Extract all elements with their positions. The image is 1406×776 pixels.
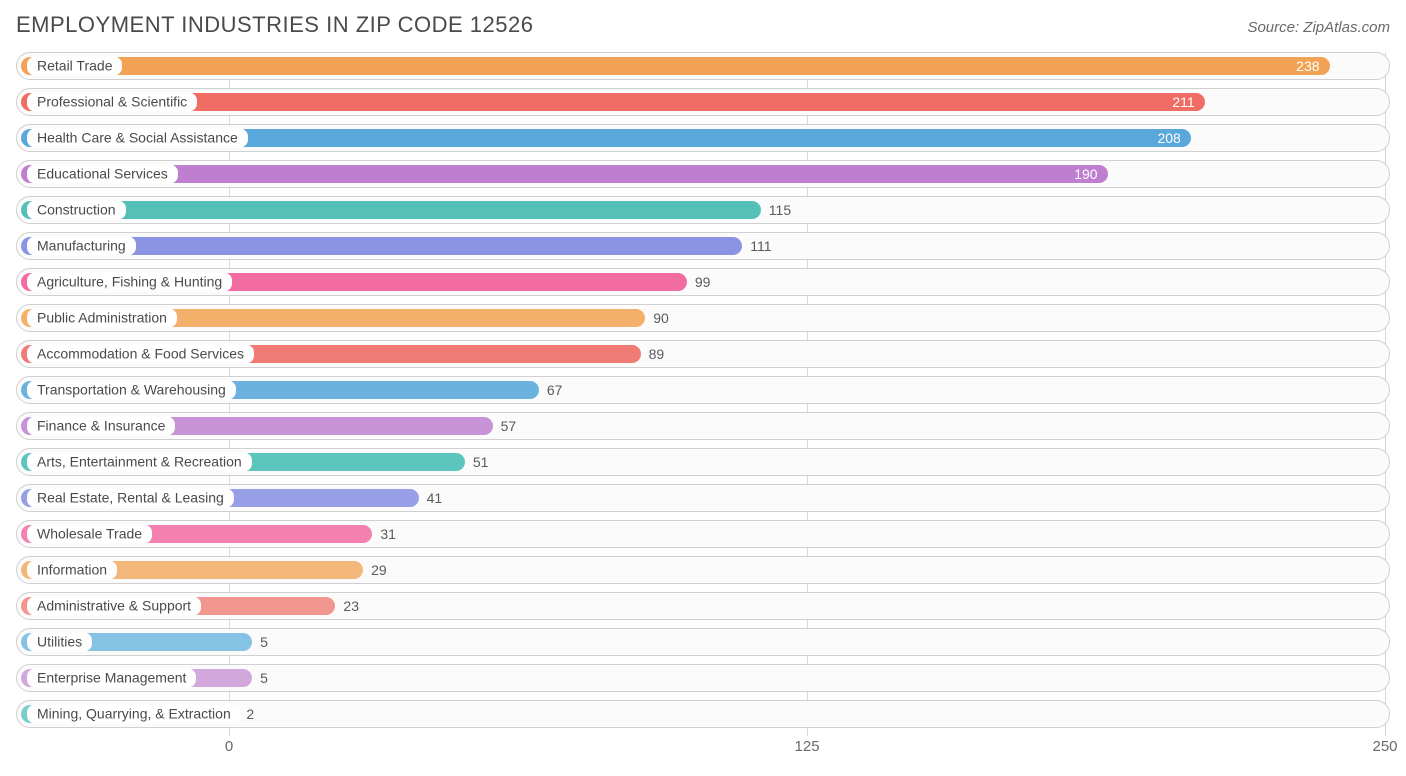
x-axis-label: 125: [795, 738, 820, 755]
bar-value: 29: [371, 562, 387, 578]
bar-row: Public Administration 90: [16, 304, 1390, 332]
bar-value: 111: [750, 238, 771, 254]
bar-label: Construction: [27, 201, 126, 220]
bar-value: 2: [246, 706, 254, 722]
bar-value: 5: [260, 634, 268, 650]
bar-label: Arts, Entertainment & Recreation: [27, 453, 252, 472]
bar-fill: [21, 93, 1205, 111]
bar-value: 51: [473, 454, 489, 470]
bar-label: Public Administration: [27, 309, 177, 328]
bar-label: Educational Services: [27, 165, 178, 184]
bar-row: Administrative & Support 23: [16, 592, 1390, 620]
bar-label: Retail Trade: [27, 57, 122, 76]
bar-label: Utilities: [27, 633, 92, 652]
bar-row: Utilities 5: [16, 628, 1390, 656]
bar-row: Retail Trade 238: [16, 52, 1390, 80]
bar-value: 190: [1074, 166, 1097, 182]
bar-label: Enterprise Management: [27, 669, 196, 688]
bar-fill: [21, 165, 1108, 183]
bar-fill: [21, 201, 761, 219]
bar-value: 89: [649, 346, 665, 362]
chart-area: Retail Trade 238 Professional & Scientific…: [16, 52, 1390, 760]
bar-row: Agriculture, Fishing & Hunting 99: [16, 268, 1390, 296]
chart-header: EMPLOYMENT INDUSTRIES IN ZIP CODE 12526 …: [16, 12, 1390, 38]
bar-row: Educational Services 190: [16, 160, 1390, 188]
bar-value: 31: [380, 526, 396, 542]
bar-value: 41: [427, 490, 443, 506]
bar-label: Health Care & Social Assistance: [27, 129, 248, 148]
bar-row: Enterprise Management 5: [16, 664, 1390, 692]
bar-row: Information 29: [16, 556, 1390, 584]
bar-label: Manufacturing: [27, 237, 136, 256]
bar-label: Information: [27, 561, 117, 580]
bar-fill: [21, 57, 1330, 75]
bar-label: Wholesale Trade: [27, 525, 152, 544]
bar-value: 238: [1296, 58, 1319, 74]
bar-value: 99: [695, 274, 711, 290]
bar-label: Agriculture, Fishing & Hunting: [27, 273, 232, 292]
bar-row: Arts, Entertainment & Recreation 51: [16, 448, 1390, 476]
bar-value: 67: [547, 382, 563, 398]
bar-row: Finance & Insurance 57: [16, 412, 1390, 440]
bar-row: Construction 115: [16, 196, 1390, 224]
bar-value: 57: [501, 418, 517, 434]
bar-value: 208: [1157, 130, 1180, 146]
bar-label: Professional & Scientific: [27, 93, 197, 112]
bar-row: Manufacturing 111: [16, 232, 1390, 260]
x-axis-label: 0: [225, 738, 233, 755]
bar-label: Real Estate, Rental & Leasing: [27, 489, 234, 508]
x-axis: 0125250: [16, 736, 1390, 760]
chart-source: Source: ZipAtlas.com: [1247, 19, 1390, 36]
bar-row: Professional & Scientific 211: [16, 88, 1390, 116]
bar-label: Administrative & Support: [27, 597, 201, 616]
x-axis-label: 250: [1372, 738, 1397, 755]
bar-row: Wholesale Trade 31: [16, 520, 1390, 548]
bars-container: Retail Trade 238 Professional & Scientific…: [16, 52, 1390, 728]
bar-label: Accommodation & Food Services: [27, 345, 254, 364]
bar-row: Real Estate, Rental & Leasing 41: [16, 484, 1390, 512]
bar-label: Transportation & Warehousing: [27, 381, 236, 400]
bar-value: 23: [343, 598, 359, 614]
bar-row: Accommodation & Food Services 89: [16, 340, 1390, 368]
bar-value: 90: [653, 310, 669, 326]
bar-value: 115: [769, 202, 791, 218]
bar-label: Mining, Quarrying, & Extraction: [27, 705, 241, 724]
bar-value: 5: [260, 670, 268, 686]
bar-row: Transportation & Warehousing 67: [16, 376, 1390, 404]
bar-row: Health Care & Social Assistance 208: [16, 124, 1390, 152]
chart-title: EMPLOYMENT INDUSTRIES IN ZIP CODE 12526: [16, 12, 534, 38]
bar-label: Finance & Insurance: [27, 417, 175, 436]
bar-row: Mining, Quarrying, & Extraction 2: [16, 700, 1390, 728]
bar-value: 211: [1172, 94, 1194, 110]
